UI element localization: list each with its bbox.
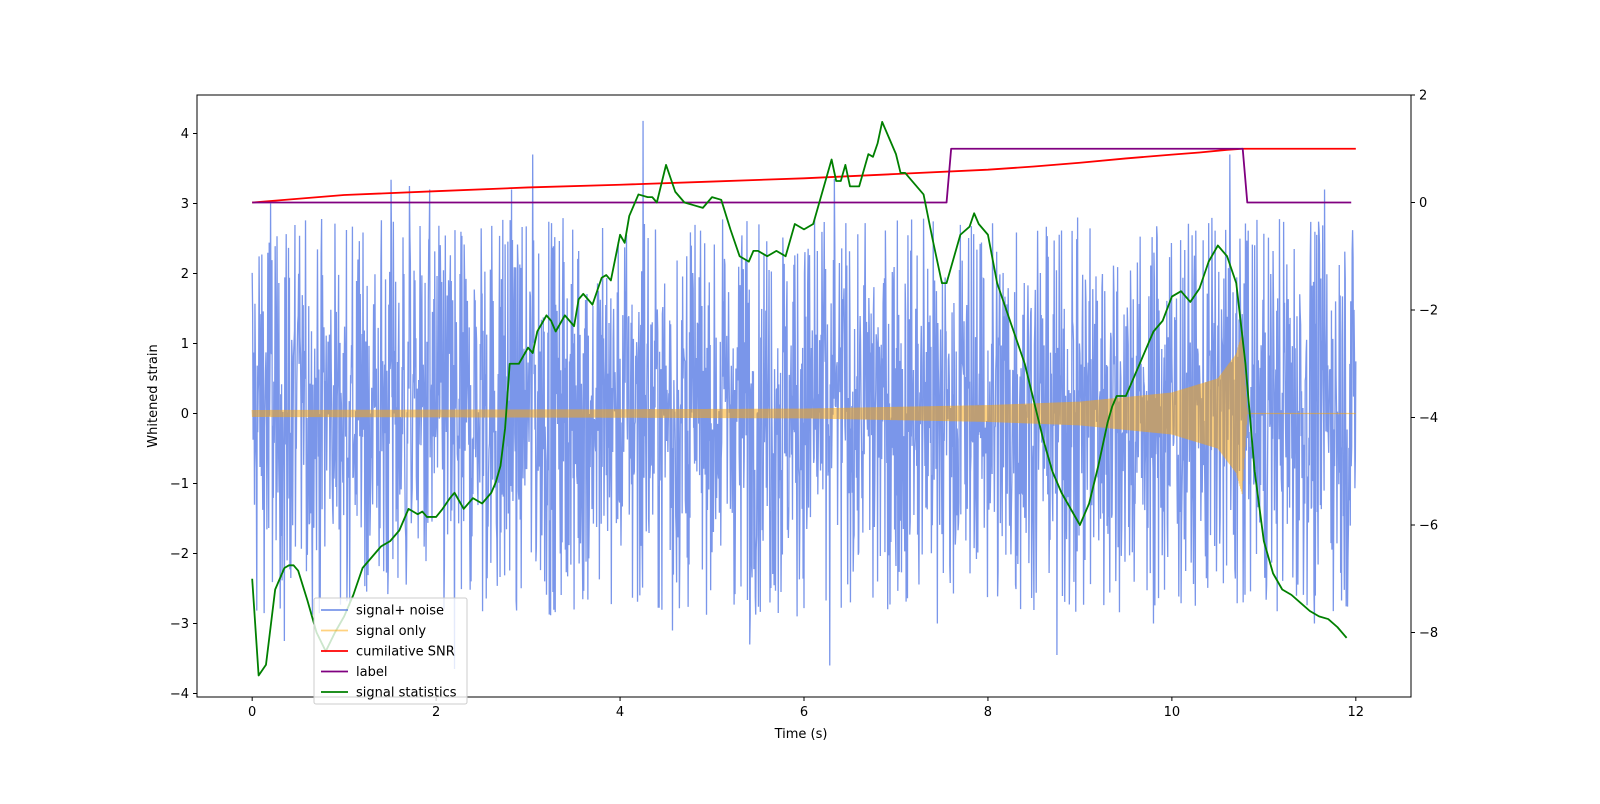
y-tick-label: 4 [181,127,189,142]
y-tick-label: −2 [170,547,189,562]
x-tick-label: 12 [1348,705,1365,720]
x-tick-label: 6 [800,705,808,720]
y-axis-label: Whitened strain [146,344,161,447]
y2-tick-label: 2 [1419,89,1427,104]
x-axis: 0 2 4 6 8 10 12 [248,697,1364,720]
legend-box [313,597,468,705]
series-layer [251,120,1357,677]
y-tick-label: 3 [181,197,189,212]
y-axis-right: −8 −6 −4 −2 0 2 [1411,89,1438,641]
series-cumulative-snr-line [252,147,1356,204]
series-signal-only-line [251,331,1356,495]
x-axis-label: Time (s) [774,727,828,742]
x-tick-label: 2 [432,705,440,720]
y2-tick-label: −6 [1419,519,1438,534]
y2-tick-label: −8 [1419,626,1438,641]
y-tick-label: −3 [170,617,189,632]
y-tick-label: −1 [170,477,189,492]
x-tick-label: 4 [616,705,624,720]
legend-label: signal only [356,624,426,639]
x-tick-label: 0 [248,705,256,720]
x-tick-label: 8 [984,705,992,720]
series-signal-noise-line [251,120,1357,670]
y2-tick-label: −4 [1419,411,1438,426]
legend-label: signal+ noise [356,604,444,619]
legend-label: label [356,665,387,680]
y-axis-left: −4 −3 −2 −1 0 1 2 3 4 [170,127,197,702]
y-tick-label: 0 [181,407,189,422]
series-label-line [252,147,1352,204]
legend-label: signal statistics [356,686,457,701]
y-tick-label: 2 [181,267,189,282]
legend: signal+ noise signal only cumilative SNR la… [313,597,468,705]
y2-tick-label: 0 [1419,196,1427,211]
y2-tick-label: −2 [1419,304,1438,319]
series-signal-statistics-line [251,120,1348,677]
x-tick-label: 10 [1164,705,1181,720]
y-tick-label: 1 [181,337,189,352]
y-tick-label: −4 [170,687,189,702]
legend-label: cumilative SNR [356,645,455,660]
